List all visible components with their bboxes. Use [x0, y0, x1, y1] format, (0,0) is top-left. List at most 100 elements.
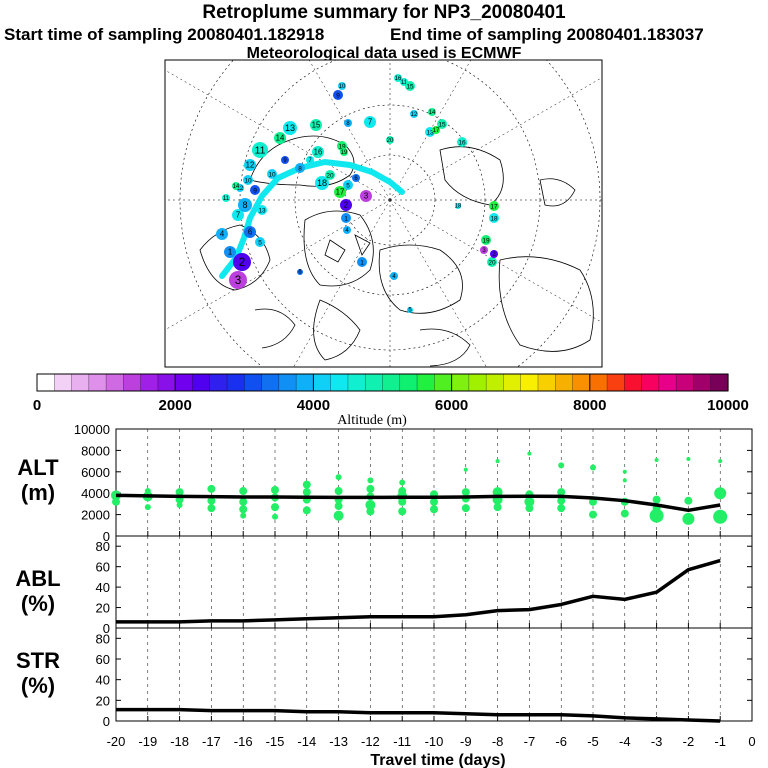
altitude-dot	[463, 467, 468, 472]
map-point: 16	[312, 146, 324, 158]
altitude-dot	[176, 501, 183, 508]
map-point: 14	[274, 132, 286, 144]
altitude-dot	[240, 512, 247, 519]
map-point-marker	[274, 132, 286, 144]
x-tick-label: -17	[202, 734, 221, 749]
map-point-label: 8	[346, 121, 350, 127]
altitude-dot	[527, 451, 532, 456]
map-point-label: 17	[490, 203, 498, 210]
meridian-line	[308, 60, 391, 201]
altitude-dot	[144, 488, 151, 495]
colorbar-segment	[347, 374, 366, 391]
map-point-marker	[310, 119, 322, 131]
map-point-marker	[315, 176, 329, 190]
plume-trajectory	[219, 158, 405, 279]
colorbar-segment	[399, 374, 418, 391]
map-points: 3214567891011121314151617181920321456789…	[216, 74, 499, 313]
map-point-marker	[233, 253, 251, 271]
meridian-line	[389, 199, 487, 367]
map-point: 14	[232, 182, 240, 190]
map-point: 17	[334, 186, 346, 198]
map-point: 6	[352, 174, 360, 182]
map-point-label: 12	[246, 161, 255, 170]
map-point-marker	[481, 235, 491, 245]
end-time-label: End time of sampling 20080401.183037	[390, 25, 704, 44]
meridian-line	[389, 77, 602, 201]
colorbar-segment	[503, 374, 522, 391]
map-point-marker	[364, 116, 376, 128]
colorbar-tick-label: 0	[33, 397, 41, 414]
page-title: Retroplume summary for NP3_20080401	[202, 2, 566, 23]
colorbar-segment	[641, 374, 660, 391]
altitude-dot	[461, 488, 470, 497]
map-point-marker	[297, 269, 303, 275]
map-point-label: 6	[354, 176, 358, 182]
altitude-dot	[430, 505, 438, 514]
map-point: 9	[333, 90, 343, 100]
map-point: 10	[267, 169, 277, 179]
x-tick-label: -3	[651, 734, 663, 749]
altitude-dot	[112, 497, 120, 506]
colorbar-segment	[71, 374, 90, 391]
altitude-dot	[175, 488, 184, 497]
map-point-marker	[238, 198, 252, 212]
colorbar-segment	[244, 374, 263, 391]
map-point: 18	[315, 176, 329, 190]
map-point-label: 11	[401, 80, 408, 86]
y-tick-label: 0	[103, 529, 110, 544]
map-point-label: 13	[258, 207, 266, 214]
map-point: 5	[343, 180, 353, 190]
colorbar-axis-label: Altitude (m)	[337, 413, 407, 428]
map-point-label: 15	[312, 121, 321, 130]
altitude-dot	[558, 462, 565, 469]
altitude-dot	[686, 456, 691, 461]
map-point: 19	[481, 235, 491, 245]
map-point: 16	[394, 74, 402, 82]
map-point-marker	[386, 136, 394, 144]
map-point-marker	[343, 180, 353, 190]
polar-map: 3214567891011121314151617181920321456789…	[164, 59, 603, 368]
altitude-dot	[366, 507, 375, 516]
altitude-dot	[492, 487, 503, 498]
map-point-label: 2	[492, 252, 496, 258]
altitude-dot	[461, 504, 470, 513]
map-point-marker	[255, 237, 265, 247]
map-point-label: 14	[233, 184, 240, 190]
map-point: 9	[281, 156, 289, 164]
map-point: 7	[232, 209, 244, 221]
altitude-dot	[622, 469, 627, 474]
map-point-marker	[352, 174, 360, 182]
altitude-dot	[334, 502, 343, 511]
map-point-label: 6	[298, 269, 302, 275]
altitude-dot	[333, 510, 344, 521]
colorbar-segment	[537, 374, 556, 391]
altitude-dot	[239, 497, 248, 506]
y-tick-label: 8000	[81, 443, 110, 458]
map-point-marker	[295, 163, 305, 173]
altitude-dot	[493, 503, 502, 512]
altitude-dot	[524, 496, 535, 507]
map-point-marker	[224, 246, 236, 258]
map-point-marker	[267, 169, 277, 179]
map-point-label: 10	[339, 84, 346, 90]
meridian-line	[389, 199, 602, 323]
map-point: 18	[455, 203, 462, 209]
map-point-label: 8	[242, 200, 247, 210]
map-point-label: 11	[223, 196, 230, 202]
colorbar-tick-label: 6000	[435, 397, 468, 414]
map-point: 11	[252, 142, 268, 158]
altitude-dot	[713, 509, 728, 524]
altitude-colorbar: 0 2000 4000 6000 8000 10000 Altitude (m)	[33, 373, 749, 428]
map-point: 2	[233, 253, 251, 271]
altitude-dot	[495, 459, 500, 464]
meridian-line	[293, 199, 391, 367]
x-axis-label: Travel time (days)	[370, 752, 505, 768]
map-point-marker	[344, 119, 352, 127]
map-point-label: 3	[364, 192, 368, 201]
colorbar-segment	[417, 374, 435, 391]
map-point: 6	[297, 269, 303, 275]
map-point: 17	[489, 201, 499, 211]
map-point: 4	[216, 228, 228, 240]
panel-yunit: (%)	[21, 591, 55, 616]
map-point-label: 6	[248, 228, 252, 237]
